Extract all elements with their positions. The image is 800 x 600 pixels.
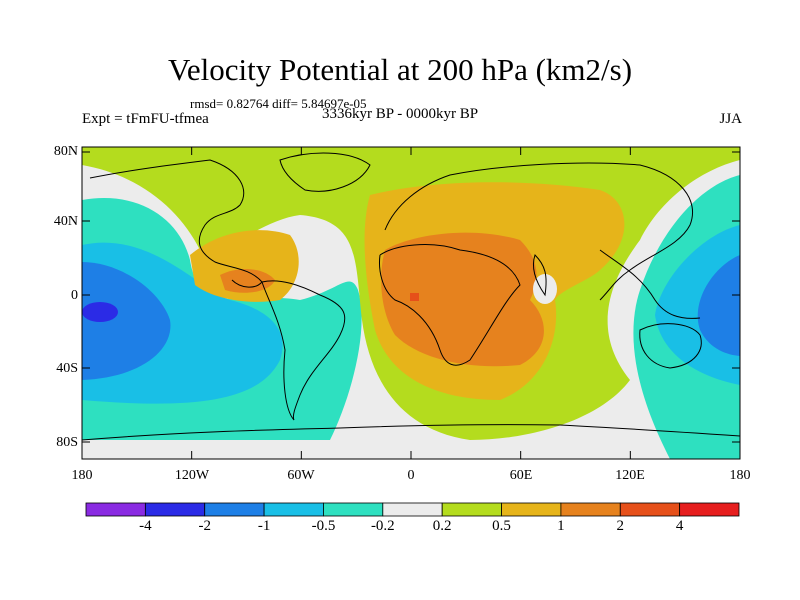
- field-positive-core: [410, 293, 419, 301]
- colorbar-swatch: [204, 502, 265, 517]
- coast-southeast-asia: [599, 249, 701, 319]
- colorbar-swatch: [619, 502, 681, 517]
- lon-label: 180: [71, 468, 93, 483]
- coast-india: [532, 254, 547, 297]
- colorbar-label: 2: [616, 518, 625, 534]
- field-negative-east-strong: [697, 255, 740, 356]
- colorbar-swatch: [501, 502, 562, 517]
- colorbar-swatch: [323, 502, 384, 517]
- lon-label: 60W: [287, 468, 315, 483]
- colorbar-swatch: [560, 502, 621, 517]
- field-positive-strong: [381, 232, 544, 367]
- coast-south-america: [261, 280, 346, 421]
- lon-label: 60E: [509, 468, 533, 483]
- colorbar-label: 1: [557, 518, 565, 534]
- coast-australia: [639, 323, 702, 369]
- lon-label: 120W: [174, 468, 210, 483]
- lat-label: 80S: [56, 435, 78, 450]
- axis-ticks: [81, 147, 741, 459]
- coast-antarctica: [82, 424, 740, 441]
- colorbar-swatch: [85, 502, 146, 517]
- colorbar-swatch: [263, 502, 324, 517]
- colorbar-label: -2: [198, 518, 211, 534]
- lon-label: 180: [729, 468, 751, 483]
- coast-africa: [379, 244, 521, 366]
- experiment-label: Expt = tFmFU-tfmea: [82, 111, 209, 127]
- field-negative-strong: [82, 262, 171, 380]
- colorbar-label: 4: [675, 518, 684, 534]
- colorbar-label: -0.2: [370, 518, 395, 534]
- coast-north-america: [89, 159, 263, 288]
- colorbar: [85, 502, 740, 517]
- lat-label: 0: [71, 288, 78, 303]
- lat-label: 40S: [56, 361, 78, 376]
- colorbar-swatch: [382, 502, 443, 517]
- field-positive-strong-west: [220, 268, 275, 293]
- colorbar-swatch: [441, 502, 502, 517]
- colorbar-label: -0.5: [311, 518, 336, 534]
- coast-europe-asia: [384, 162, 694, 301]
- colorbar-label: -4: [139, 518, 152, 534]
- period-label: 3336kyr BP - 0000kyr BP: [322, 106, 479, 122]
- map-title: Velocity Potential at 200 hPa (km2/s): [167, 52, 633, 87]
- colorbar-label: 0.5: [492, 518, 511, 534]
- colorbar-label: 0.2: [432, 518, 452, 534]
- lat-label: 80N: [53, 144, 78, 159]
- field-neutral-pocket: [533, 274, 557, 304]
- map-field: [82, 147, 740, 459]
- lon-label: 120E: [615, 468, 645, 483]
- colorbar-swatch: [144, 502, 206, 517]
- season-label: JJA: [719, 111, 742, 127]
- lat-label: 40N: [53, 214, 78, 229]
- colorbar-label: -1: [257, 518, 271, 534]
- stats-text: rmsd= 0.82764 diff= 5.84697e-05: [190, 96, 367, 111]
- lon-label: 0: [407, 468, 415, 483]
- coast-greenland: [279, 152, 371, 192]
- field-negative-core: [82, 302, 118, 322]
- colorbar-swatch: [679, 502, 740, 517]
- coastlines: [82, 152, 740, 441]
